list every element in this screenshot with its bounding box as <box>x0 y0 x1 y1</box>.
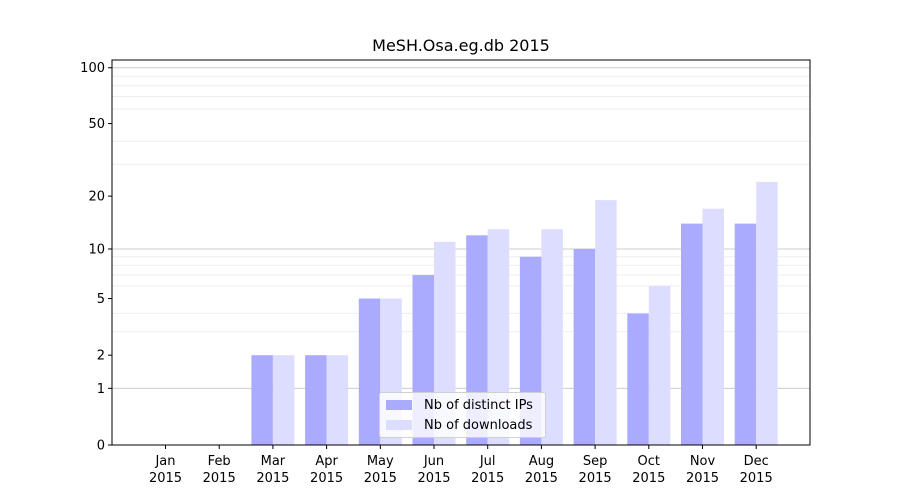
y-tick-label: 100 <box>80 61 105 76</box>
x-tick-label-month: Apr <box>315 454 338 469</box>
bar-ips <box>573 248 596 445</box>
x-tick-label-month: Dec <box>744 454 769 469</box>
bar-downloads <box>272 355 295 445</box>
y-tick-label: 5 <box>97 292 105 307</box>
x-tick-label-month: Oct <box>638 454 660 469</box>
bar-downloads <box>756 181 778 446</box>
bar-downloads <box>487 229 510 445</box>
legend-label-ips: Nb of distinct IPs <box>424 397 533 413</box>
x-tick-label-year: 2015 <box>579 471 612 486</box>
x-tick-label-year: 2015 <box>632 471 665 486</box>
bar-ips <box>627 313 649 445</box>
x-tick-label-month: Aug <box>529 454 554 469</box>
x-tick-label-month: May <box>367 454 394 469</box>
bar-downloads <box>326 355 349 445</box>
chart-title: MeSH.Osa.eg.db 2015 <box>372 36 550 55</box>
bar-ips <box>681 223 703 445</box>
legend-label-downloads: Nb of downloads <box>424 417 533 433</box>
y-tick-label: 0 <box>97 439 105 454</box>
x-tick-label-month: Jun <box>423 454 444 469</box>
legend-swatch-ips <box>386 400 412 410</box>
bar-ips <box>358 298 381 445</box>
bar-downloads <box>541 229 563 445</box>
x-tick-label-year: 2015 <box>203 471 236 486</box>
plot-frame <box>111 59 811 446</box>
bar-ips <box>251 355 273 445</box>
y-tick-label: 20 <box>88 190 105 205</box>
y-tick-label: 1 <box>97 382 105 397</box>
x-tick-label-year: 2015 <box>256 471 289 486</box>
y-tick-label: 10 <box>88 242 105 257</box>
x-tick-label-month: Jan <box>154 454 175 469</box>
bar-downloads <box>595 200 617 445</box>
legend-item-downloads: Nb of downloads <box>386 416 532 434</box>
x-tick-label-year: 2015 <box>740 471 773 486</box>
x-tick-label-month: Jul <box>479 454 496 469</box>
x-tick-label-year: 2015 <box>417 471 450 486</box>
x-tick-label-month: Feb <box>208 454 231 469</box>
bar-downloads <box>648 285 671 445</box>
legend-item-ips: Nb of distinct IPs <box>386 396 533 414</box>
bar-ips <box>305 355 327 445</box>
y-axis: 0 1 2 5 10 20 50 100 <box>80 61 112 454</box>
legend: Nb of distinct IPs Nb of downloads <box>379 392 546 438</box>
x-axis: Jan 2015 Feb 2015 Mar 2015 Apr 2015 May 2015 Jun 20… <box>149 445 773 486</box>
x-tick-label-year: 2015 <box>364 471 397 486</box>
legend-swatch-downloads <box>386 420 412 430</box>
x-tick-label-year: 2015 <box>471 471 504 486</box>
x-tick-label-year: 2015 <box>686 471 719 486</box>
x-tick-label-year: 2015 <box>525 471 558 486</box>
y-tick-label: 2 <box>97 349 105 364</box>
x-tick-label-month: Nov <box>690 454 716 469</box>
bar-ips <box>734 223 757 445</box>
x-tick-label-year: 2015 <box>310 471 343 486</box>
y-tick-label: 50 <box>88 117 105 132</box>
x-tick-label-month: Sep <box>583 454 608 469</box>
x-tick-label-month: Mar <box>261 454 286 469</box>
x-tick-label-year: 2015 <box>149 471 182 486</box>
bar-downloads <box>702 208 724 445</box>
